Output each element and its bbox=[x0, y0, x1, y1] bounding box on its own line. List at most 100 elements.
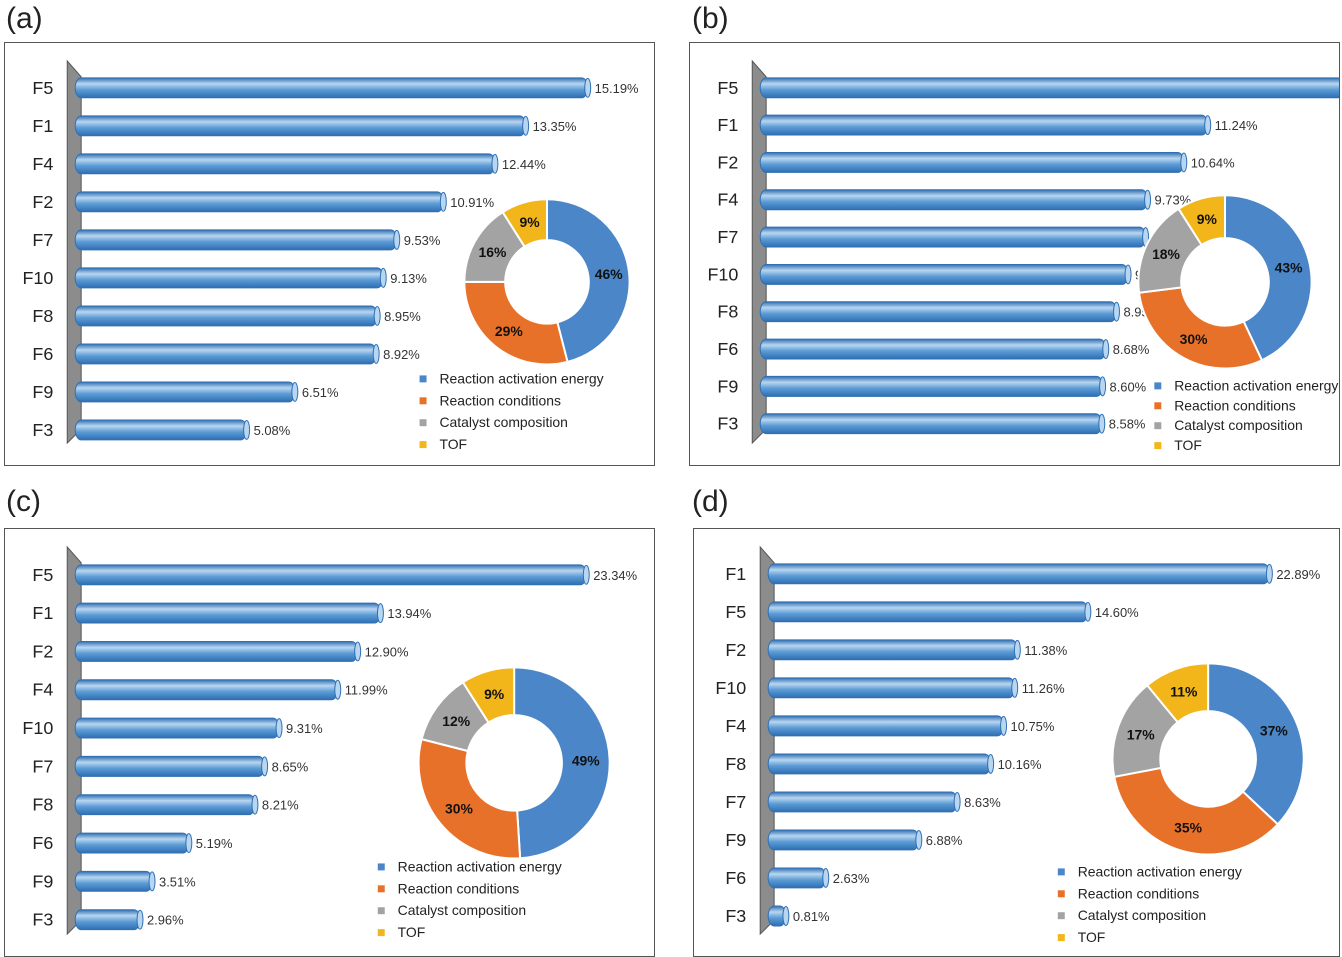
bar-cap bbox=[185, 833, 193, 853]
category-label: F4 bbox=[717, 190, 738, 210]
bar-cap bbox=[1011, 677, 1019, 698]
bar bbox=[759, 375, 1104, 397]
panel-label-d: (d) bbox=[692, 485, 729, 518]
category-label: F8 bbox=[32, 795, 53, 815]
bar-cap bbox=[1113, 301, 1120, 322]
donut-slice bbox=[501, 198, 548, 248]
bar-cap bbox=[354, 641, 362, 662]
bar-cap bbox=[373, 305, 381, 326]
legend-label: Catalyst composition bbox=[439, 414, 567, 430]
category-label: F10 bbox=[707, 264, 738, 284]
bar bbox=[759, 151, 1185, 173]
bar bbox=[74, 419, 248, 441]
category-label: F7 bbox=[717, 227, 738, 247]
value-label: 10.64% bbox=[1191, 155, 1235, 170]
value-label: 14.60% bbox=[1095, 605, 1139, 620]
donut-slice bbox=[1224, 194, 1313, 362]
bar bbox=[759, 413, 1103, 435]
value-label: 8.60% bbox=[1110, 379, 1147, 394]
slice-label: 30% bbox=[1180, 331, 1208, 347]
value-label: 5.08% bbox=[254, 423, 291, 438]
chart-panel-b: F514.66%F111.24%F210.64%F49.73%F79.68%F1… bbox=[689, 42, 1340, 466]
value-label: 9.31% bbox=[286, 721, 323, 736]
category-label: F1 bbox=[32, 116, 53, 136]
donut-slice bbox=[461, 666, 516, 724]
chart-panel-d: F1 22.89% F5 14.60% F2 11.38% F10 11.26% F4 10.75… bbox=[693, 528, 1340, 957]
value-label: 15.19% bbox=[595, 81, 639, 96]
category-label: F2 bbox=[32, 641, 53, 661]
value-label: 8.65% bbox=[272, 759, 309, 774]
category-label: F10 bbox=[715, 678, 746, 698]
value-label: 11.99% bbox=[345, 683, 388, 698]
donut-slice bbox=[1145, 662, 1210, 724]
category-label: F6 bbox=[717, 339, 738, 359]
bar bbox=[759, 77, 1339, 99]
bar-cap bbox=[953, 791, 961, 812]
bar-cap bbox=[291, 381, 299, 402]
legend-label: Reaction conditions bbox=[1078, 885, 1200, 901]
category-label: F10 bbox=[22, 718, 53, 738]
legend-swatch bbox=[377, 863, 385, 871]
value-label: 3.51% bbox=[159, 874, 196, 889]
value-label: 8.63% bbox=[964, 795, 1001, 810]
bar-cap bbox=[275, 718, 283, 739]
legend-label: Catalyst composition bbox=[1078, 907, 1206, 923]
chart-panel-a: F5 15.19% F1 13.35% F4 12.44% F2 10.91% F7 9.53% F… bbox=[4, 42, 655, 466]
legend-label: Reaction activation energy bbox=[439, 370, 603, 386]
bar-cap bbox=[584, 77, 592, 98]
bar bbox=[759, 338, 1107, 360]
legend-swatch bbox=[1154, 382, 1162, 390]
legend-swatch bbox=[1057, 868, 1065, 876]
legend-label: TOF bbox=[1078, 929, 1106, 945]
slice-label: 49% bbox=[572, 753, 600, 769]
legend-swatch bbox=[419, 375, 427, 383]
category-label: F10 bbox=[22, 268, 53, 288]
slice-label: 29% bbox=[495, 323, 523, 339]
category-label: F3 bbox=[725, 906, 746, 926]
panel-label-c: (c) bbox=[6, 485, 41, 518]
slice-label: 43% bbox=[1275, 260, 1303, 276]
donut-slice bbox=[545, 198, 631, 364]
slice-label: 9% bbox=[484, 686, 505, 702]
value-label: 11.38% bbox=[1024, 643, 1067, 658]
bar bbox=[74, 679, 339, 701]
value-label: 11.26% bbox=[1022, 681, 1065, 696]
slice-label: 18% bbox=[1152, 246, 1180, 262]
bar bbox=[767, 601, 1089, 623]
legend-label: Catalyst composition bbox=[1174, 417, 1302, 433]
value-label: 10.16% bbox=[998, 757, 1042, 772]
slice-label: 37% bbox=[1260, 722, 1288, 738]
category-label: F2 bbox=[32, 192, 53, 212]
category-label: F6 bbox=[32, 344, 53, 364]
category-label: F3 bbox=[717, 414, 738, 434]
value-label: 8.58% bbox=[1109, 417, 1146, 432]
category-label: F8 bbox=[32, 306, 53, 326]
bar-cap bbox=[393, 229, 401, 250]
category-label: F7 bbox=[32, 756, 53, 776]
slice-label: 9% bbox=[520, 214, 541, 230]
bar bbox=[759, 263, 1129, 285]
legend-label: Reaction conditions bbox=[398, 880, 520, 896]
legend-label: Catalyst composition bbox=[398, 902, 526, 918]
value-label: 0.81% bbox=[793, 909, 830, 924]
category-label: F9 bbox=[717, 376, 738, 396]
legend-swatch bbox=[1057, 912, 1065, 920]
value-label: 6.88% bbox=[926, 833, 963, 848]
category-label: F7 bbox=[725, 792, 746, 812]
bar-cap bbox=[251, 794, 259, 815]
value-label: 9.73% bbox=[1155, 193, 1192, 208]
legend-label: TOF bbox=[439, 436, 467, 452]
bar-cap bbox=[148, 871, 156, 892]
value-label: 10.91% bbox=[450, 195, 494, 210]
bar bbox=[74, 153, 496, 175]
bar-cap bbox=[376, 603, 384, 624]
category-label: F8 bbox=[717, 302, 738, 322]
value-label: 12.44% bbox=[502, 157, 546, 172]
bar-cap bbox=[243, 420, 251, 440]
category-label: F1 bbox=[725, 564, 746, 584]
bar-cap bbox=[439, 191, 447, 212]
slice-label: 30% bbox=[445, 801, 473, 817]
bar bbox=[74, 794, 256, 816]
category-label: F4 bbox=[32, 154, 53, 174]
bar-cap bbox=[1144, 189, 1152, 210]
